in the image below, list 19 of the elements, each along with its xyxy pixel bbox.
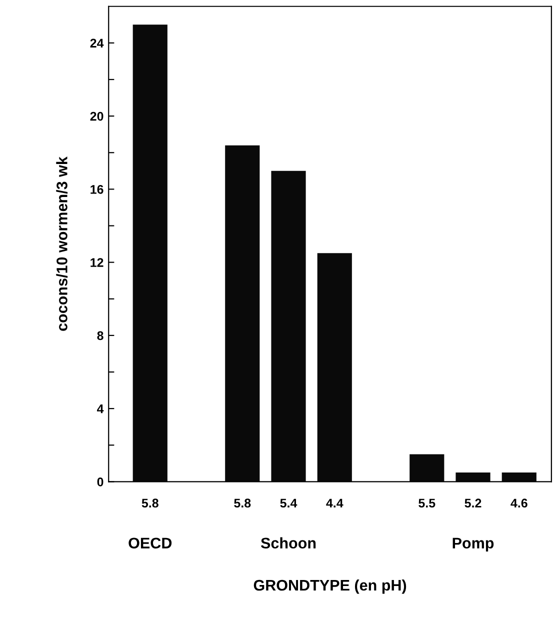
y-tick-label: 20: [90, 112, 104, 121]
text: Pomp: [452, 538, 494, 552]
text: Schoon: [260, 537, 316, 549]
y-tick-label: 4: [96, 404, 104, 414]
y-tick-label: 8: [97, 331, 104, 340]
x-tick-label: 5.4: [280, 498, 298, 508]
x-axis-title: GRONDTYPE (en pH): [254, 579, 406, 594]
x-tick-label: 5.8: [142, 498, 158, 508]
x-tick-label: 4.6: [510, 498, 528, 508]
x-tick-label: 5.5: [418, 498, 436, 508]
y-tick-label: 24: [90, 38, 104, 48]
y-axis-title: cocons/10 wormen/3 wk: [56, 156, 68, 331]
y-tick-label: 12: [90, 258, 104, 267]
text: OECD: [128, 538, 172, 549]
x-tick-label: 5.2: [464, 498, 482, 508]
x-tick-label: 4.4: [326, 498, 344, 508]
x-tick-label: 5.8: [234, 498, 251, 508]
y-tick-label: 16: [90, 184, 104, 194]
y-tick-label: 0: [97, 477, 104, 486]
